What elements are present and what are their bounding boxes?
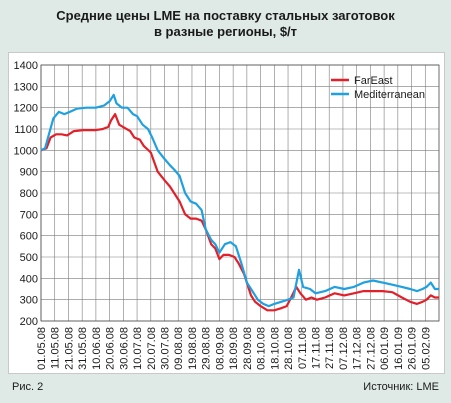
x-tick-label: 17.11.08 — [310, 327, 322, 369]
legend-label: FarEast — [354, 75, 393, 87]
x-tick-label: 17.12.08 — [352, 327, 364, 370]
y-tick-label: 1400 — [14, 60, 38, 72]
x-tick-label: 20.06.08 — [105, 327, 117, 370]
x-tick-label: 28.09.08 — [242, 327, 254, 370]
x-tick-label: 29.08.08 — [201, 327, 213, 370]
y-tick-label: 200 — [20, 316, 38, 328]
y-tick-label: 500 — [20, 252, 38, 264]
x-tick-label: 21.05.08 — [63, 327, 75, 370]
chart-title: Средние цены LME на поставку стальных за… — [0, 8, 451, 40]
x-tick-label: 09.08.08 — [173, 327, 185, 370]
x-tick-label: 27.11.08 — [324, 327, 336, 369]
figure-caption: Рис. 2 — [12, 381, 44, 393]
x-tick-label: 01.05.08 — [36, 327, 48, 370]
x-tick-label: 20.07.08 — [146, 327, 158, 370]
y-tick-label: 1200 — [14, 103, 38, 115]
y-tick-label: 300 — [20, 295, 38, 307]
x-tick-label: 30.06.08 — [118, 327, 130, 370]
series-line-0 — [40, 112, 439, 312]
y-tick-label: 900 — [20, 167, 38, 179]
line-chart: 200 300 400 500 600 700 800 900 1000 1100 1200 1300… — [14, 60, 440, 370]
x-tick-label: 08.10.08 — [256, 327, 268, 370]
y-tick-label: 600 — [20, 231, 38, 243]
x-tick-label: 11.05.08 — [50, 327, 62, 369]
x-tick-label: 27.12.08 — [365, 327, 377, 370]
x-tick-label: 28.10.08 — [283, 327, 295, 370]
x-tick-label: 18.09.08 — [228, 327, 240, 370]
x-tick-label: 16.01.09 — [393, 327, 405, 370]
y-tick-label: 400 — [20, 273, 38, 285]
y-tick-label: 800 — [20, 188, 38, 200]
series-line-1 — [40, 93, 439, 308]
x-tick-label: 10.06.08 — [91, 327, 103, 370]
x-tick-label: 05.02.09 — [420, 327, 432, 370]
y-tick-label: 1300 — [14, 81, 38, 93]
source-note: Источник: LME — [363, 381, 439, 393]
y-tick-label: 1000 — [14, 145, 38, 157]
legend-label: Mediterranean — [354, 89, 425, 101]
x-tick-label: 10.07.08 — [132, 327, 144, 370]
x-tick-label: 08.09.08 — [214, 327, 226, 370]
x-tick-label: 07.12.08 — [338, 327, 350, 370]
x-tick-label: 26.01.09 — [407, 327, 419, 370]
x-tick-label: 18.10.08 — [269, 327, 281, 370]
plot-panel: 200 300 400 500 600 700 800 900 1000 1100 1200 1300… — [8, 52, 445, 374]
chart-title-line-2: в разные регионы, $/т — [153, 24, 298, 39]
x-tick-label: 19.08.08 — [187, 327, 199, 370]
plot-frame — [40, 64, 440, 322]
x-tick-label: 07.11.08 — [297, 327, 309, 369]
y-tick-label: 1100 — [14, 124, 38, 136]
chart-title-line-1: Средние цены LME на поставку стальных за… — [56, 8, 395, 23]
x-tick-label: 06.01.09 — [379, 327, 391, 370]
y-tick-label: 700 — [20, 209, 38, 221]
x-tick-label: 31.05.08 — [77, 327, 89, 370]
x-tick-label: 30.07.08 — [160, 327, 172, 370]
